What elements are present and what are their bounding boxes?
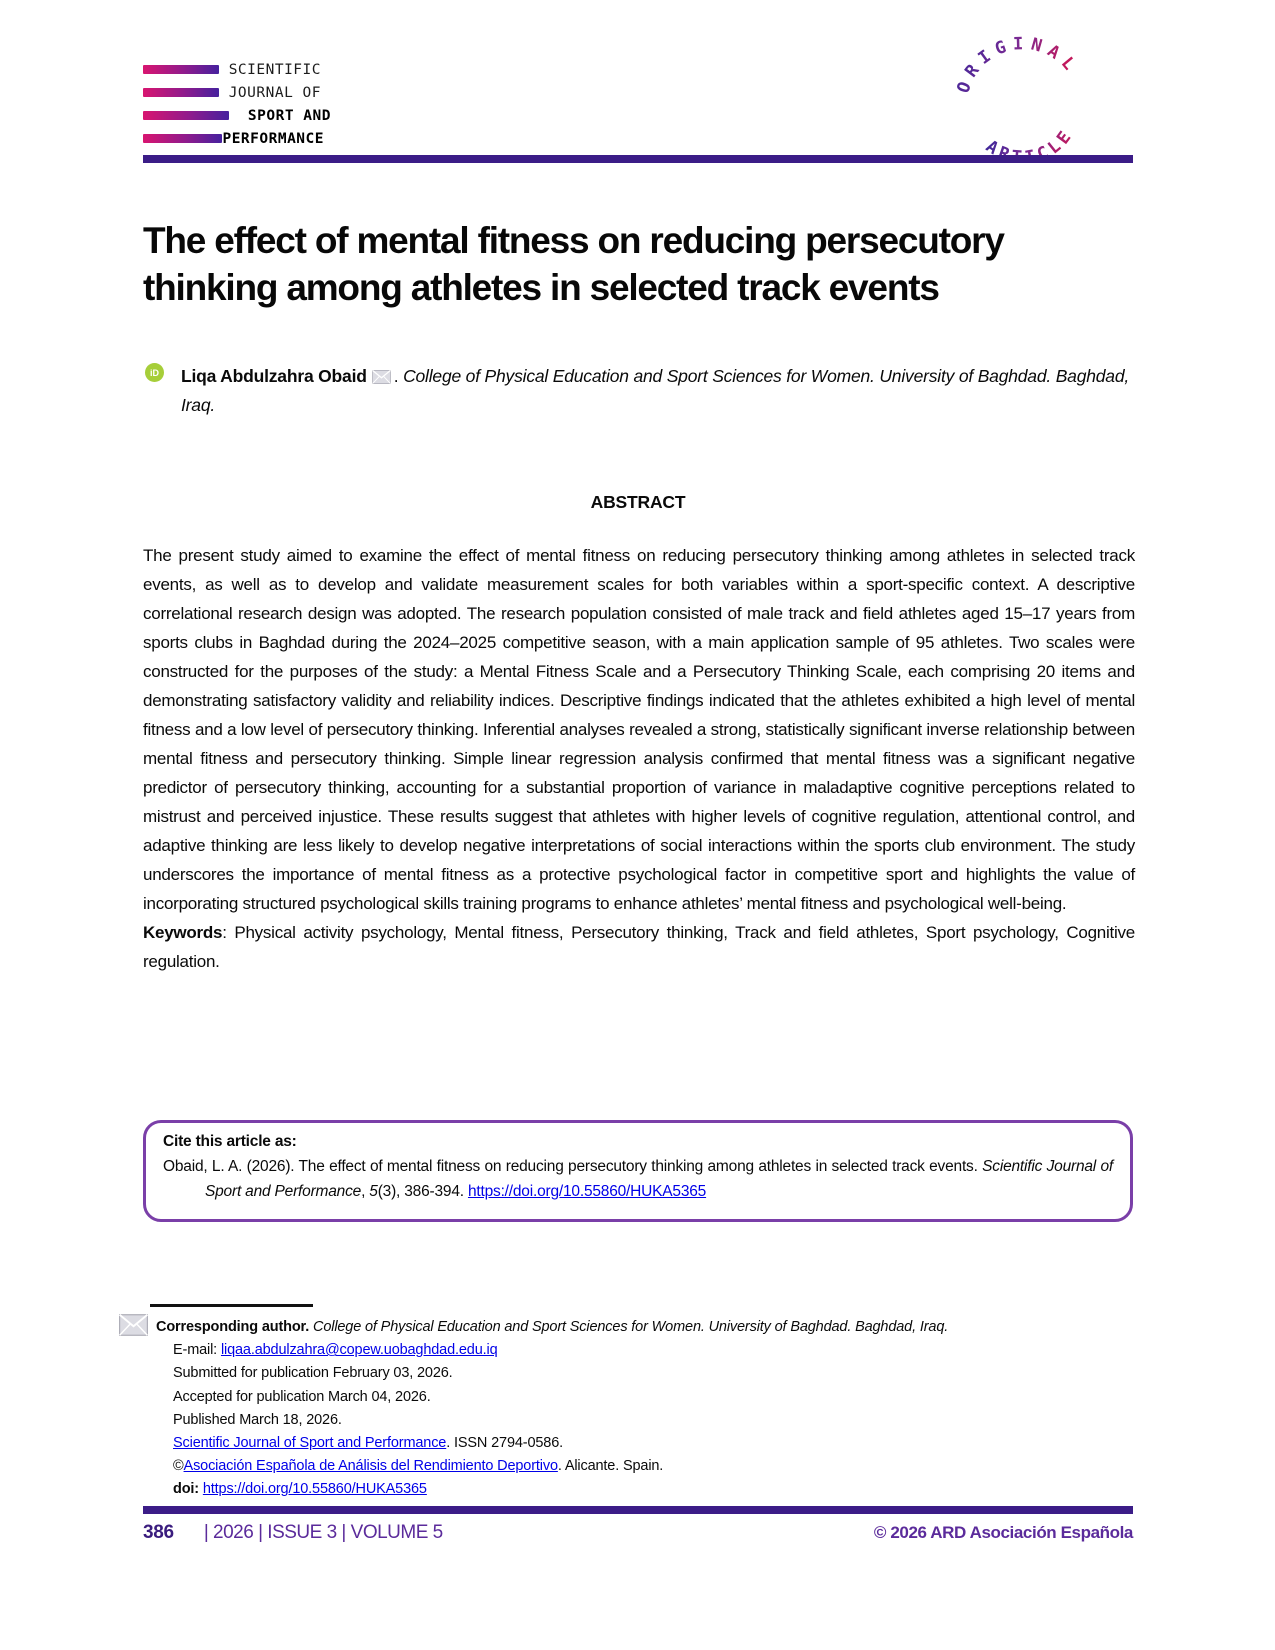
original-article-badge: ORIGINAL ARTICLE xyxy=(946,23,1085,175)
logo-row: SPORT AND xyxy=(143,104,331,127)
association-suffix: . Alicante. Spain. xyxy=(557,1458,664,1475)
citation-issue-pages: (3), 386-394. xyxy=(377,1182,468,1200)
logo-gradient-bar xyxy=(143,134,222,143)
logo-line-3: SPORT AND xyxy=(247,107,331,124)
footer-copyright: © 2026 ARD Asociación Española xyxy=(873,1523,1133,1542)
citation-journal-name: Scientific Journal of Sport and Performa… xyxy=(205,1158,1114,1200)
keywords-line: Keywords: Physical activity psychology, … xyxy=(143,918,1135,976)
cite-heading: Cite this article as: xyxy=(163,1133,297,1150)
author-line: Liqa Abdulzahra Obaid. College of Physic… xyxy=(181,362,1140,420)
citation-main: Obaid, L. A. (2026). The effect of menta… xyxy=(163,1158,983,1175)
top-divider-rule xyxy=(143,155,1133,163)
logo-line-2: JOURNAL OF xyxy=(228,84,321,101)
abstract-heading: ABSTRACT xyxy=(590,492,686,512)
author-separator: . xyxy=(393,366,404,386)
keywords-text: : Physical activity psychology, Mental f… xyxy=(143,923,1135,971)
logo-gradient-bar xyxy=(143,65,219,74)
association-link[interactable]: Asociación Española de Análisis del Rend… xyxy=(183,1458,558,1475)
author-affiliation: College of Physical Education and Sport … xyxy=(181,366,1130,415)
doi-label: doi: xyxy=(173,1481,203,1498)
abstract-paragraph: The present study aimed to examine the e… xyxy=(143,546,1135,913)
doi-line: doi: https://doi.org/10.55860/HUKA5365 xyxy=(173,1478,1141,1501)
badge-bottom-text: ARTICLE xyxy=(980,122,1082,175)
copyright-mark: © xyxy=(173,1458,184,1475)
abstract-body: The present study aimed to examine the e… xyxy=(143,541,1135,976)
email-label: E-mail: xyxy=(173,1342,221,1359)
accepted-line: Accepted for publication March 04, 2026. xyxy=(173,1388,431,1405)
doi-link[interactable]: https://doi.org/10.55860/HUKA5365 xyxy=(202,1481,427,1498)
logo-row: JOURNAL OF xyxy=(143,81,331,104)
citation-doi-link[interactable]: https://doi.org/10.55860/HUKA5365 xyxy=(467,1182,707,1200)
published-line: Published March 18, 2026. xyxy=(173,1411,342,1428)
footnote-separator xyxy=(150,1304,313,1307)
corresponding-author-label: Corresponding author. xyxy=(156,1319,314,1335)
journal-logo: SCIENTIFIC JOURNAL OF SPORT AND PERFORMA… xyxy=(143,58,331,150)
author-name: Liqa Abdulzahra Obaid xyxy=(181,366,367,386)
citation-comma: , xyxy=(361,1182,370,1200)
corresponding-author-affiliation: College of Physical Education and Sport … xyxy=(313,1319,949,1335)
email-line: E-mail: liqaa.abdulzahra@copew.uobaghdad… xyxy=(173,1339,1141,1362)
logo-gradient-bar xyxy=(143,111,229,120)
issn-text: . ISSN 2794-0586. xyxy=(446,1435,563,1452)
author-block: iD Liqa Abdulzahra Obaid. College of Phy… xyxy=(145,362,1140,420)
footer-left: 386 | 2026 | ISSUE 3 | VOLUME 5 xyxy=(143,1522,443,1544)
logo-gradient-bar xyxy=(143,88,219,97)
page-footer: 386 | 2026 | ISSUE 3 | VOLUME 5 © 2026 A… xyxy=(143,1522,1133,1544)
cite-box: Cite this article as: Obaid, L. A. (2026… xyxy=(143,1120,1133,1222)
logo-line-1: SCIENTIFIC xyxy=(228,61,321,78)
logo-row: PERFORMANCE xyxy=(143,127,331,150)
logo-row: SCIENTIFIC xyxy=(143,58,331,81)
logo-line-4: PERFORMANCE xyxy=(222,130,324,147)
citation-text: Obaid, L. A. (2026). The effect of menta… xyxy=(163,1155,1113,1205)
page-number: 386 xyxy=(143,1522,174,1543)
footnotes-block: Corresponding author. College of Physica… xyxy=(156,1316,1141,1502)
corresponding-author-line: Corresponding author. College of Physica… xyxy=(156,1316,1141,1339)
journal-issn-line: Scientific Journal of Sport and Performa… xyxy=(173,1432,1141,1455)
email-link[interactable]: liqaa.abdulzahra@copew.uobaghdad.edu.iq xyxy=(220,1342,498,1359)
keywords-label: Keywords xyxy=(143,923,223,942)
envelope-icon xyxy=(119,1314,148,1336)
orcid-icon[interactable]: iD xyxy=(145,363,164,382)
submitted-line: Submitted for publication February 03, 2… xyxy=(173,1365,453,1382)
issue-volume-text: | 2026 | ISSUE 3 | VOLUME 5 xyxy=(203,1522,443,1543)
article-title: The effect of mental fitness on reducing… xyxy=(143,220,1005,308)
bottom-divider-rule xyxy=(143,1506,1133,1514)
citation-volume: 5 xyxy=(369,1182,378,1200)
envelope-icon[interactable] xyxy=(371,369,391,384)
association-line: ©Asociación Española de Análisis del Ren… xyxy=(173,1455,1141,1478)
badge-top-text: ORIGINAL xyxy=(946,23,1085,98)
journal-link[interactable]: Scientific Journal of Sport and Performa… xyxy=(173,1435,447,1452)
